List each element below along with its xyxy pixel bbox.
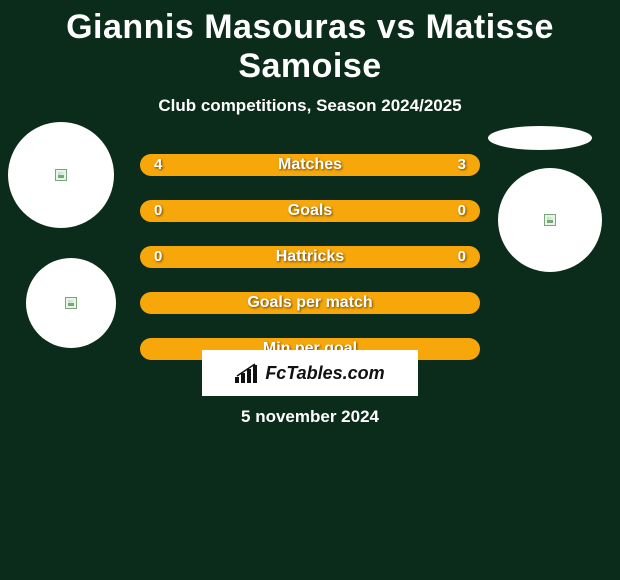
source-badge: FcTables.com: [202, 350, 418, 396]
image-placeholder-icon: [55, 169, 67, 181]
chart-icon: [235, 363, 259, 383]
page-title: Giannis Masouras vs Matisse Samoise: [0, 0, 620, 86]
badge-text: FcTables.com: [265, 363, 384, 384]
stat-label: Matches: [278, 156, 342, 174]
date-label: 5 november 2024: [0, 407, 620, 427]
stat-row-goals: 0 Goals 0: [140, 200, 480, 222]
player-avatar-left-2: [26, 258, 116, 348]
stat-right-value: 0: [458, 248, 466, 265]
stat-row-goals-per-match: Goals per match: [140, 292, 480, 314]
stat-rows: 4 Matches 3 0 Goals 0 0 Hattricks 0 Goal…: [140, 154, 480, 360]
stat-row-hattricks: 0 Hattricks 0: [140, 246, 480, 268]
player-avatar-right: [498, 168, 602, 272]
stat-right-value: 0: [458, 202, 466, 219]
player-avatar-left-1: [8, 122, 114, 228]
subtitle: Club competitions, Season 2024/2025: [0, 96, 620, 116]
stat-label: Hattricks: [276, 248, 344, 266]
stat-row-matches: 4 Matches 3: [140, 154, 480, 176]
badge-inner: FcTables.com: [235, 363, 384, 384]
decor-oval: [488, 126, 592, 150]
stat-left-value: 0: [154, 248, 162, 265]
image-placeholder-icon: [65, 297, 77, 309]
stat-label: Goals: [288, 202, 332, 220]
image-placeholder-icon: [544, 214, 556, 226]
stat-label: Goals per match: [247, 294, 372, 312]
stat-left-value: 4: [154, 156, 162, 173]
stat-right-value: 3: [458, 156, 466, 173]
stat-left-value: 0: [154, 202, 162, 219]
